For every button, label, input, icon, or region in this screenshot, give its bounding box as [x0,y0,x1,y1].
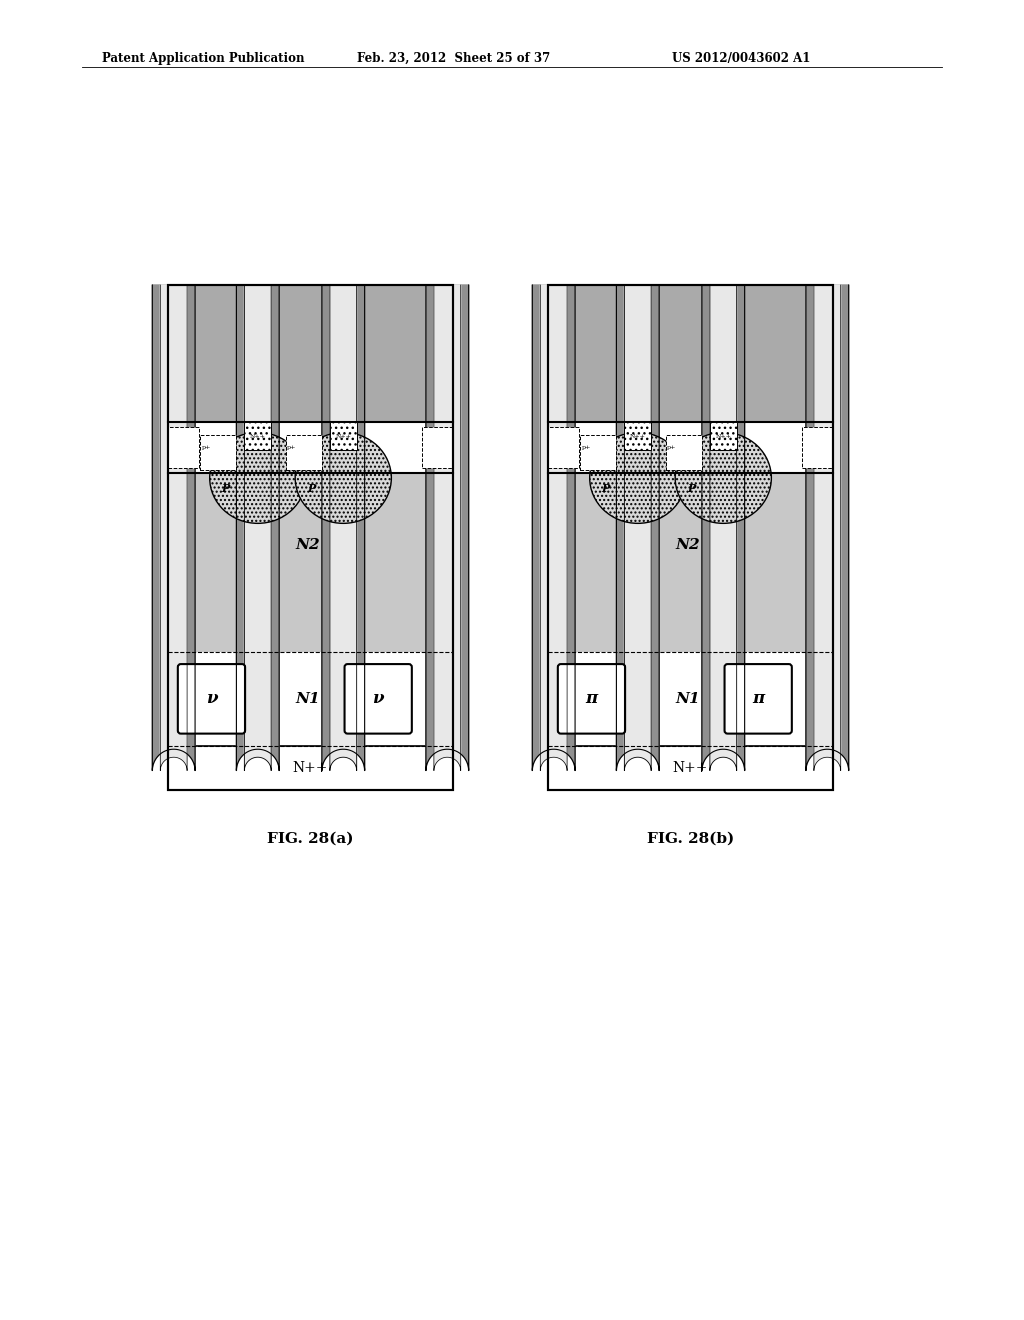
Bar [802,428,833,467]
Text: N++: N++ [250,434,265,438]
Polygon shape [541,285,567,771]
Bar [666,436,701,470]
FancyBboxPatch shape [558,664,625,734]
Polygon shape [701,285,744,771]
Text: ν: ν [373,690,384,708]
Text: N++: N++ [293,760,328,775]
Ellipse shape [590,433,686,523]
Text: p+: p+ [202,445,211,450]
Polygon shape [322,285,365,771]
Text: π: π [752,690,764,708]
Bar [710,422,736,450]
Bar [330,422,356,450]
Ellipse shape [295,433,391,523]
FancyBboxPatch shape [178,664,245,734]
Bar [168,746,453,789]
Bar [286,436,322,470]
Bar [625,422,651,450]
Text: N1: N1 [676,692,700,706]
Bar [168,422,453,473]
Text: N1: N1 [295,692,319,706]
Text: N2: N2 [295,537,319,552]
Text: P: P [307,483,315,494]
Bar [548,473,833,652]
Polygon shape [532,285,575,771]
Text: p+: p+ [668,445,677,450]
Polygon shape [814,285,841,771]
Bar [548,285,833,789]
Bar [168,285,453,789]
Polygon shape [245,285,271,771]
Text: Patent Application Publication: Patent Application Publication [102,51,304,65]
Text: N++: N++ [716,434,731,438]
Text: P: P [221,483,230,494]
Polygon shape [806,285,849,771]
Text: P: P [601,483,610,494]
Text: FIG. 28(a): FIG. 28(a) [267,832,353,846]
Bar [168,285,453,789]
Polygon shape [161,285,187,771]
Bar [168,428,200,467]
Bar [168,285,453,422]
Text: Feb. 23, 2012  Sheet 25 of 37: Feb. 23, 2012 Sheet 25 of 37 [357,51,550,65]
Polygon shape [625,285,651,771]
Polygon shape [434,285,461,771]
Bar [168,652,453,746]
Text: N++: N++ [335,434,351,438]
Text: US 2012/0043602 A1: US 2012/0043602 A1 [672,51,810,65]
Bar [580,436,616,470]
Text: p+: p+ [288,445,297,450]
Bar [548,285,833,789]
Text: p+: p+ [582,445,591,450]
Text: ν: ν [206,690,217,708]
Polygon shape [710,285,736,771]
Text: π: π [586,690,598,708]
Bar [548,652,833,746]
Bar [200,436,237,470]
Bar [548,422,833,473]
Text: N2: N2 [676,537,700,552]
Text: N++: N++ [630,434,646,438]
Polygon shape [330,285,356,771]
Text: FIG. 28(b): FIG. 28(b) [647,832,734,846]
Text: P: P [687,483,695,494]
Bar [422,428,453,467]
Bar [548,428,580,467]
FancyBboxPatch shape [344,664,412,734]
Polygon shape [616,285,659,771]
Bar [168,746,453,789]
Ellipse shape [675,433,771,523]
Polygon shape [237,285,280,771]
Bar [245,422,271,450]
Polygon shape [426,285,469,771]
FancyBboxPatch shape [725,664,792,734]
Bar [548,285,833,422]
Ellipse shape [210,433,306,523]
Bar [548,746,833,789]
Polygon shape [153,285,196,771]
Bar [548,746,833,789]
Text: N++: N++ [673,760,709,775]
Bar [168,473,453,652]
